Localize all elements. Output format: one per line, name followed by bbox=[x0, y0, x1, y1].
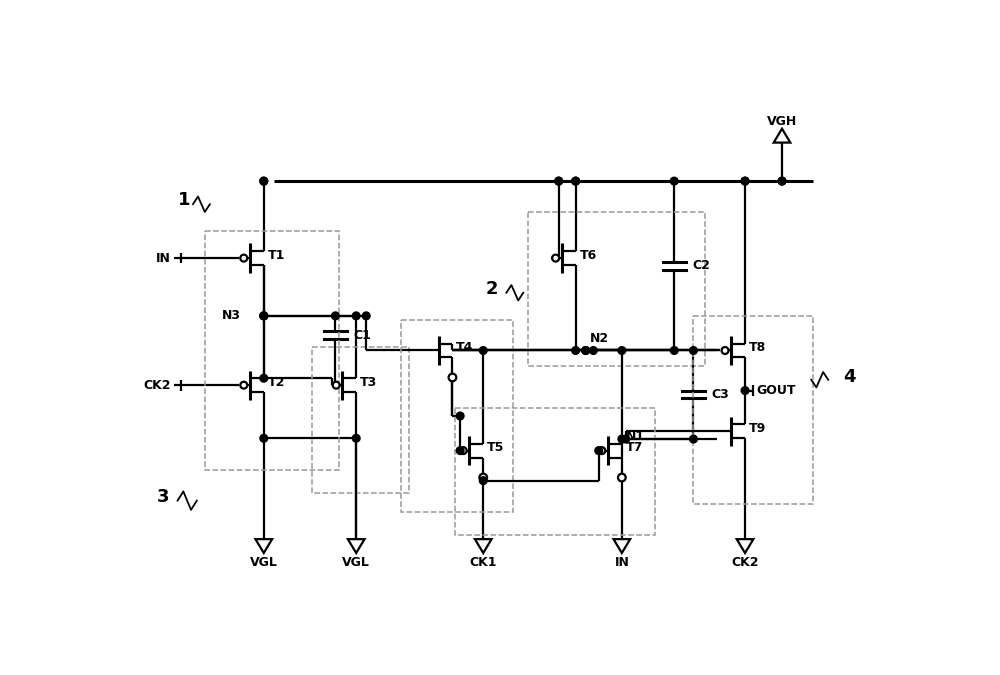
Circle shape bbox=[479, 347, 487, 354]
Circle shape bbox=[555, 178, 563, 185]
Circle shape bbox=[260, 435, 268, 442]
Circle shape bbox=[460, 447, 467, 454]
Text: N2: N2 bbox=[590, 333, 609, 346]
Bar bbox=[528, 212, 705, 366]
Text: IN: IN bbox=[156, 252, 171, 265]
Circle shape bbox=[260, 375, 268, 382]
Circle shape bbox=[449, 373, 456, 381]
Circle shape bbox=[260, 178, 268, 185]
Circle shape bbox=[778, 178, 786, 185]
Text: T1: T1 bbox=[268, 248, 285, 261]
Circle shape bbox=[722, 347, 728, 354]
Circle shape bbox=[590, 347, 597, 354]
Circle shape bbox=[333, 381, 340, 389]
Bar bbox=[693, 316, 813, 504]
Text: 2: 2 bbox=[486, 280, 498, 298]
Circle shape bbox=[741, 387, 749, 394]
Text: CK2: CK2 bbox=[143, 379, 171, 391]
Circle shape bbox=[572, 347, 579, 354]
Circle shape bbox=[479, 474, 487, 481]
Text: T2: T2 bbox=[268, 375, 285, 389]
Text: N1: N1 bbox=[626, 430, 645, 443]
Bar bbox=[312, 347, 409, 493]
Text: VGL: VGL bbox=[342, 556, 370, 569]
Circle shape bbox=[456, 412, 464, 420]
Bar bbox=[401, 320, 512, 512]
Circle shape bbox=[260, 312, 268, 320]
Circle shape bbox=[618, 474, 626, 481]
Circle shape bbox=[741, 178, 749, 185]
Text: T8: T8 bbox=[749, 341, 766, 354]
Text: N3: N3 bbox=[222, 309, 241, 323]
Text: 3: 3 bbox=[157, 488, 169, 506]
Text: IN: IN bbox=[614, 556, 629, 569]
Text: VGL: VGL bbox=[250, 556, 278, 569]
Text: VGH: VGH bbox=[767, 115, 797, 128]
Circle shape bbox=[670, 347, 678, 354]
Circle shape bbox=[618, 347, 626, 354]
Text: T4: T4 bbox=[456, 341, 474, 354]
Circle shape bbox=[582, 347, 590, 354]
Text: T5: T5 bbox=[487, 441, 504, 454]
Bar bbox=[205, 231, 339, 470]
Text: T7: T7 bbox=[626, 441, 643, 454]
Text: C3: C3 bbox=[711, 388, 729, 401]
Circle shape bbox=[479, 477, 487, 485]
Text: CK2: CK2 bbox=[731, 556, 759, 569]
Circle shape bbox=[362, 312, 370, 320]
Circle shape bbox=[572, 178, 579, 185]
Text: T6: T6 bbox=[579, 248, 597, 261]
Circle shape bbox=[260, 178, 268, 185]
Text: T3: T3 bbox=[360, 375, 377, 389]
Circle shape bbox=[240, 254, 247, 262]
Circle shape bbox=[618, 435, 626, 443]
Circle shape bbox=[778, 178, 786, 185]
Circle shape bbox=[260, 312, 268, 320]
Text: T9: T9 bbox=[749, 422, 766, 435]
Circle shape bbox=[572, 178, 579, 185]
Text: GOUT: GOUT bbox=[757, 384, 796, 397]
Circle shape bbox=[552, 254, 559, 262]
Circle shape bbox=[352, 435, 360, 442]
Circle shape bbox=[622, 435, 630, 443]
Circle shape bbox=[240, 381, 247, 389]
Circle shape bbox=[690, 435, 697, 443]
Text: 1: 1 bbox=[178, 191, 190, 209]
Circle shape bbox=[598, 447, 605, 454]
Bar bbox=[455, 408, 655, 535]
Text: 4: 4 bbox=[844, 369, 856, 387]
Circle shape bbox=[670, 178, 678, 185]
Text: C1: C1 bbox=[353, 329, 371, 342]
Circle shape bbox=[582, 347, 590, 354]
Circle shape bbox=[332, 312, 339, 320]
Circle shape bbox=[456, 447, 464, 454]
Circle shape bbox=[352, 312, 360, 320]
Circle shape bbox=[555, 178, 563, 185]
Circle shape bbox=[595, 447, 603, 454]
Circle shape bbox=[260, 312, 268, 320]
Circle shape bbox=[690, 347, 697, 354]
Text: C2: C2 bbox=[692, 259, 710, 272]
Circle shape bbox=[741, 178, 749, 185]
Text: CK1: CK1 bbox=[469, 556, 497, 569]
